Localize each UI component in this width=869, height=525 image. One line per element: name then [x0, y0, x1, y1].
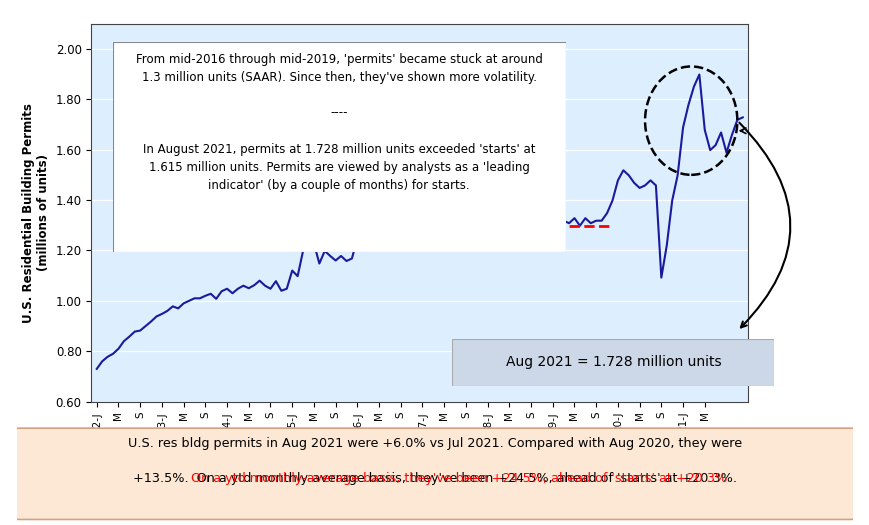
Text: +13.5%.  On a ytd monthly-average basis, they've been +24.5%, ahead of 'starts' : +13.5%. On a ytd monthly-average basis, … — [133, 472, 736, 485]
Text: On a ytd monthly-average basis, they've been +24.5%, ahead of 'starts' at +20.3%: On a ytd monthly-average basis, they've … — [139, 472, 730, 485]
Y-axis label: U.S. Residential Building Permits
(millions of units): U.S. Residential Building Permits (milli… — [22, 103, 50, 322]
FancyBboxPatch shape — [452, 339, 773, 386]
X-axis label: Year and month: Year and month — [361, 437, 478, 450]
FancyBboxPatch shape — [13, 428, 856, 519]
FancyBboxPatch shape — [113, 42, 565, 252]
Text: From mid-2016 through mid-2019, 'permits' became stuck at around
1.3 million uni: From mid-2016 through mid-2019, 'permits… — [136, 52, 542, 192]
Text: U.S. res bldg permits in Aug 2021 were +6.0% vs Jul 2021. Compared with Aug 2020: U.S. res bldg permits in Aug 2021 were +… — [128, 437, 741, 450]
Text: Aug 2021 = 1.728 million units: Aug 2021 = 1.728 million units — [505, 355, 720, 369]
